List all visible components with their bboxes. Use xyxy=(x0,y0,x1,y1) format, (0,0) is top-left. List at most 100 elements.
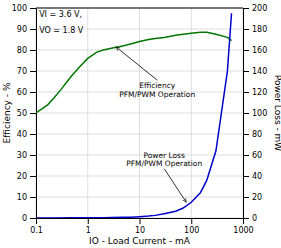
tick-label: 0.1 xyxy=(30,226,43,235)
tick-label: 1 xyxy=(86,226,91,235)
tick-mark xyxy=(30,8,36,9)
tick-mark xyxy=(243,50,249,51)
tick: 50 xyxy=(17,109,36,118)
grid xyxy=(36,8,243,218)
y-axis: 0 10 20 30 40 50 60 70 80 90 100 xyxy=(12,4,37,223)
tick-mark xyxy=(243,197,249,198)
tick: 30 xyxy=(17,151,36,160)
grid-line-y xyxy=(36,155,243,156)
tick-mark xyxy=(243,155,249,156)
tick: 100 xyxy=(243,109,267,118)
tick-mark xyxy=(243,218,249,219)
tick-label: 50 xyxy=(17,109,27,118)
tick-label: 80 xyxy=(17,46,27,55)
annotation: VI = 3.6 V, xyxy=(39,10,82,19)
tick: 60 xyxy=(17,88,36,97)
tick: 20 xyxy=(243,193,262,202)
tick-mark xyxy=(243,29,249,30)
tick-label: 10 xyxy=(135,226,145,235)
tick-mark xyxy=(30,218,36,219)
x-axis-title: IO - Load Current - mA xyxy=(89,236,191,246)
tick: 80 xyxy=(243,130,262,139)
tick-label: 60 xyxy=(252,151,262,160)
tick: 100 xyxy=(184,218,199,235)
tick-label: 60 xyxy=(17,88,27,97)
tick: 120 xyxy=(243,88,267,97)
frame-top xyxy=(36,8,243,9)
tick: 140 xyxy=(243,67,267,76)
chart: 0.11101001000010203040506070809010002040… xyxy=(0,0,281,248)
tick-label: 20 xyxy=(17,172,27,181)
plot: 0.11101001000010203040506070809010002040… xyxy=(12,4,268,235)
tick-label: 100 xyxy=(184,226,199,235)
annotations: VI = 3.6 V, VO = 1.8 V EfficiencyPFM/PWM O… xyxy=(39,10,202,202)
tick-mark xyxy=(30,155,36,156)
grid-line-y xyxy=(36,176,243,177)
tick: 100 xyxy=(12,4,36,13)
tick-mark xyxy=(88,218,89,224)
tick-label: 40 xyxy=(252,172,262,181)
series-line xyxy=(36,13,232,218)
tick-label: 140 xyxy=(252,67,267,76)
tick-label: 0 xyxy=(22,214,27,223)
tick-mark xyxy=(30,134,36,135)
tick-mark xyxy=(243,134,249,135)
tick-label: 80 xyxy=(252,130,262,139)
annotation: EfficiencyPFM/PWM Operation xyxy=(119,81,195,98)
grid-line-y xyxy=(36,113,243,114)
tick-label: 180 xyxy=(252,25,267,34)
tick-mark xyxy=(243,113,249,114)
tick-mark xyxy=(243,176,249,177)
tick: 40 xyxy=(17,130,36,139)
tick-label: 90 xyxy=(17,25,27,34)
tick-mark xyxy=(243,8,249,9)
tick-mark xyxy=(30,71,36,72)
tick-label: 160 xyxy=(252,46,267,55)
tick-label: 10 xyxy=(17,193,27,202)
tick-label: 1000 xyxy=(233,226,253,235)
tick-mark xyxy=(191,218,192,224)
tick: 80 xyxy=(17,46,36,55)
annotation: Power LossPFM/PWM Operation xyxy=(126,151,202,168)
tick-label: 40 xyxy=(17,130,27,139)
tick-label: 20 xyxy=(252,193,262,202)
tick-label: 100 xyxy=(252,109,267,118)
tick-mark xyxy=(30,50,36,51)
tick: 60 xyxy=(243,151,262,160)
tick: 0 xyxy=(243,214,257,223)
tick-label: 200 xyxy=(252,4,267,13)
tick: 70 xyxy=(17,67,36,76)
y2-axis: 0 20 40 60 80 100 120 140 160 180 200 xyxy=(243,4,267,223)
tick: 40 xyxy=(243,172,262,181)
tick-label: 100 xyxy=(12,4,27,13)
tick-mark xyxy=(243,92,249,93)
annotation: VO = 1.8 V xyxy=(39,26,84,35)
series-group xyxy=(36,13,232,218)
grid-line-y xyxy=(36,197,243,198)
tick-label: 120 xyxy=(252,88,267,97)
tick-mark xyxy=(30,29,36,30)
tick: 1 xyxy=(86,218,91,235)
tick: 90 xyxy=(17,25,36,34)
tick: 10 xyxy=(17,193,36,202)
tick-label: 30 xyxy=(17,151,27,160)
grid-line-y xyxy=(36,134,243,135)
tick-label: 70 xyxy=(17,67,27,76)
tick: 160 xyxy=(243,46,267,55)
tick-mark xyxy=(30,92,36,93)
y2-axis-title: Power Loss - mW xyxy=(273,75,281,152)
tick: 180 xyxy=(243,25,267,34)
tick-mark xyxy=(30,113,36,114)
grid-line-y xyxy=(36,50,243,51)
tick-label: 0 xyxy=(252,214,257,223)
series-line xyxy=(36,32,232,113)
tick: 20 xyxy=(17,172,36,181)
tick-mark xyxy=(140,218,141,224)
annotation-arrow xyxy=(164,169,186,202)
tick-mark xyxy=(243,71,249,72)
tick: 200 xyxy=(243,4,267,13)
annotation-arrow xyxy=(116,47,157,80)
tick: 0 xyxy=(22,214,36,223)
grid-line-y xyxy=(36,8,243,9)
y-axis-title: Efficiency - % xyxy=(2,82,12,143)
